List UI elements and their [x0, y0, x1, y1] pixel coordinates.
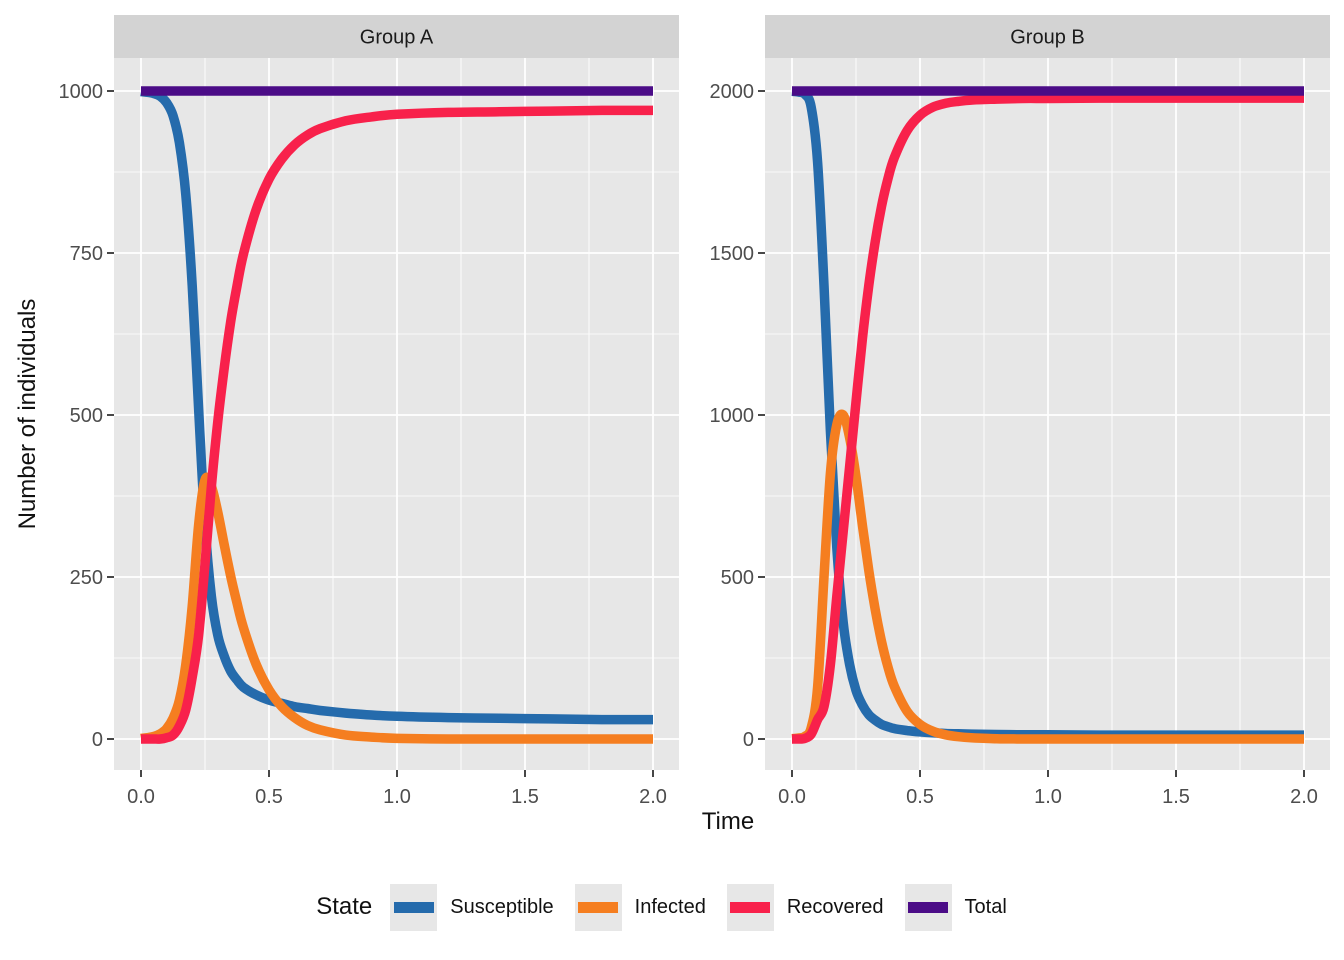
legend-swatch-susceptible — [393, 901, 434, 913]
legend-key — [904, 883, 952, 931]
x-tick-label: 2.0 — [639, 786, 667, 808]
legend-label: Susceptible — [450, 895, 554, 918]
y-tick-label: 500 — [70, 405, 103, 427]
legend-swatch-infected — [578, 901, 619, 913]
curve-recovered-group-b — [791, 93, 1304, 744]
curve-infected-group-a — [140, 472, 653, 744]
x-tick-label: 1.5 — [1162, 786, 1190, 808]
y-tick-label: 1000 — [710, 405, 755, 427]
y-tick-label: 250 — [70, 567, 103, 589]
x-tick-label: 0.5 — [906, 786, 934, 808]
legend-label: Infected — [634, 895, 706, 918]
legend-swatch-total — [908, 901, 949, 913]
facet-strip-group-a — [114, 15, 679, 58]
y-tick-label: 2000 — [710, 81, 755, 103]
legend-key — [574, 883, 622, 931]
faceted-line-chart: Group A0.0 0.5 1.0 1.5 2.002505007501000Grou… — [59, 15, 1330, 808]
legend-label: Total — [964, 895, 1007, 918]
y-tick-label: 500 — [721, 567, 754, 589]
panel-group-a: Group A 0.0 0.5 1.0 1.5 2.0 0 250 500 750 1000 — [59, 15, 679, 808]
y-tick-label: 750 — [70, 243, 103, 265]
y-tick-label: 1000 — [59, 81, 104, 103]
legend: State Susceptible Infected Recovered Total — [0, 883, 1344, 931]
legend-key — [390, 883, 438, 931]
legend-item-infected: Infected — [574, 883, 706, 931]
x-tick-label: 1.0 — [1034, 786, 1062, 808]
legend-key — [726, 883, 774, 931]
x-axis-title: Time — [701, 808, 755, 835]
x-tick-label: 0.5 — [255, 786, 283, 808]
curve-infected-group-b — [791, 409, 1304, 744]
panel-group-b: Group B 0.0 0.5 1.0 1.5 2.0 0 500 1000 1500 2000 — [710, 15, 1330, 808]
facet-strip-label: Group A — [360, 27, 434, 49]
legend-swatch-recovered — [730, 901, 771, 913]
y-tick-label: 1500 — [710, 243, 755, 265]
curve-recovered-group-a — [141, 105, 654, 744]
legend-title: State — [316, 893, 373, 920]
legend-item-total: Total — [904, 883, 1007, 931]
x-tick-label: 1.5 — [511, 786, 539, 808]
x-tick-label: 1.0 — [383, 786, 411, 808]
y-tick-label: 0 — [92, 729, 103, 751]
x-tick-label: 2.0 — [1290, 786, 1318, 808]
legend-label: Recovered — [786, 895, 884, 918]
facet-strip-group-b — [765, 15, 1330, 58]
y-tick-label: 0 — [743, 729, 754, 751]
y-axis-title: Number of individuals — [14, 298, 41, 530]
x-tick-label: 0.0 — [127, 786, 155, 808]
legend-items: Susceptible Infected Recovered Total — [390, 883, 1028, 931]
x-tick-label: 0.0 — [778, 786, 806, 808]
legend-item-susceptible: Susceptible — [390, 883, 554, 931]
legend-item-recovered: Recovered — [726, 883, 884, 931]
curve-susceptible-group-a — [140, 86, 654, 725]
facet-strip-label: Group B — [1010, 27, 1084, 49]
